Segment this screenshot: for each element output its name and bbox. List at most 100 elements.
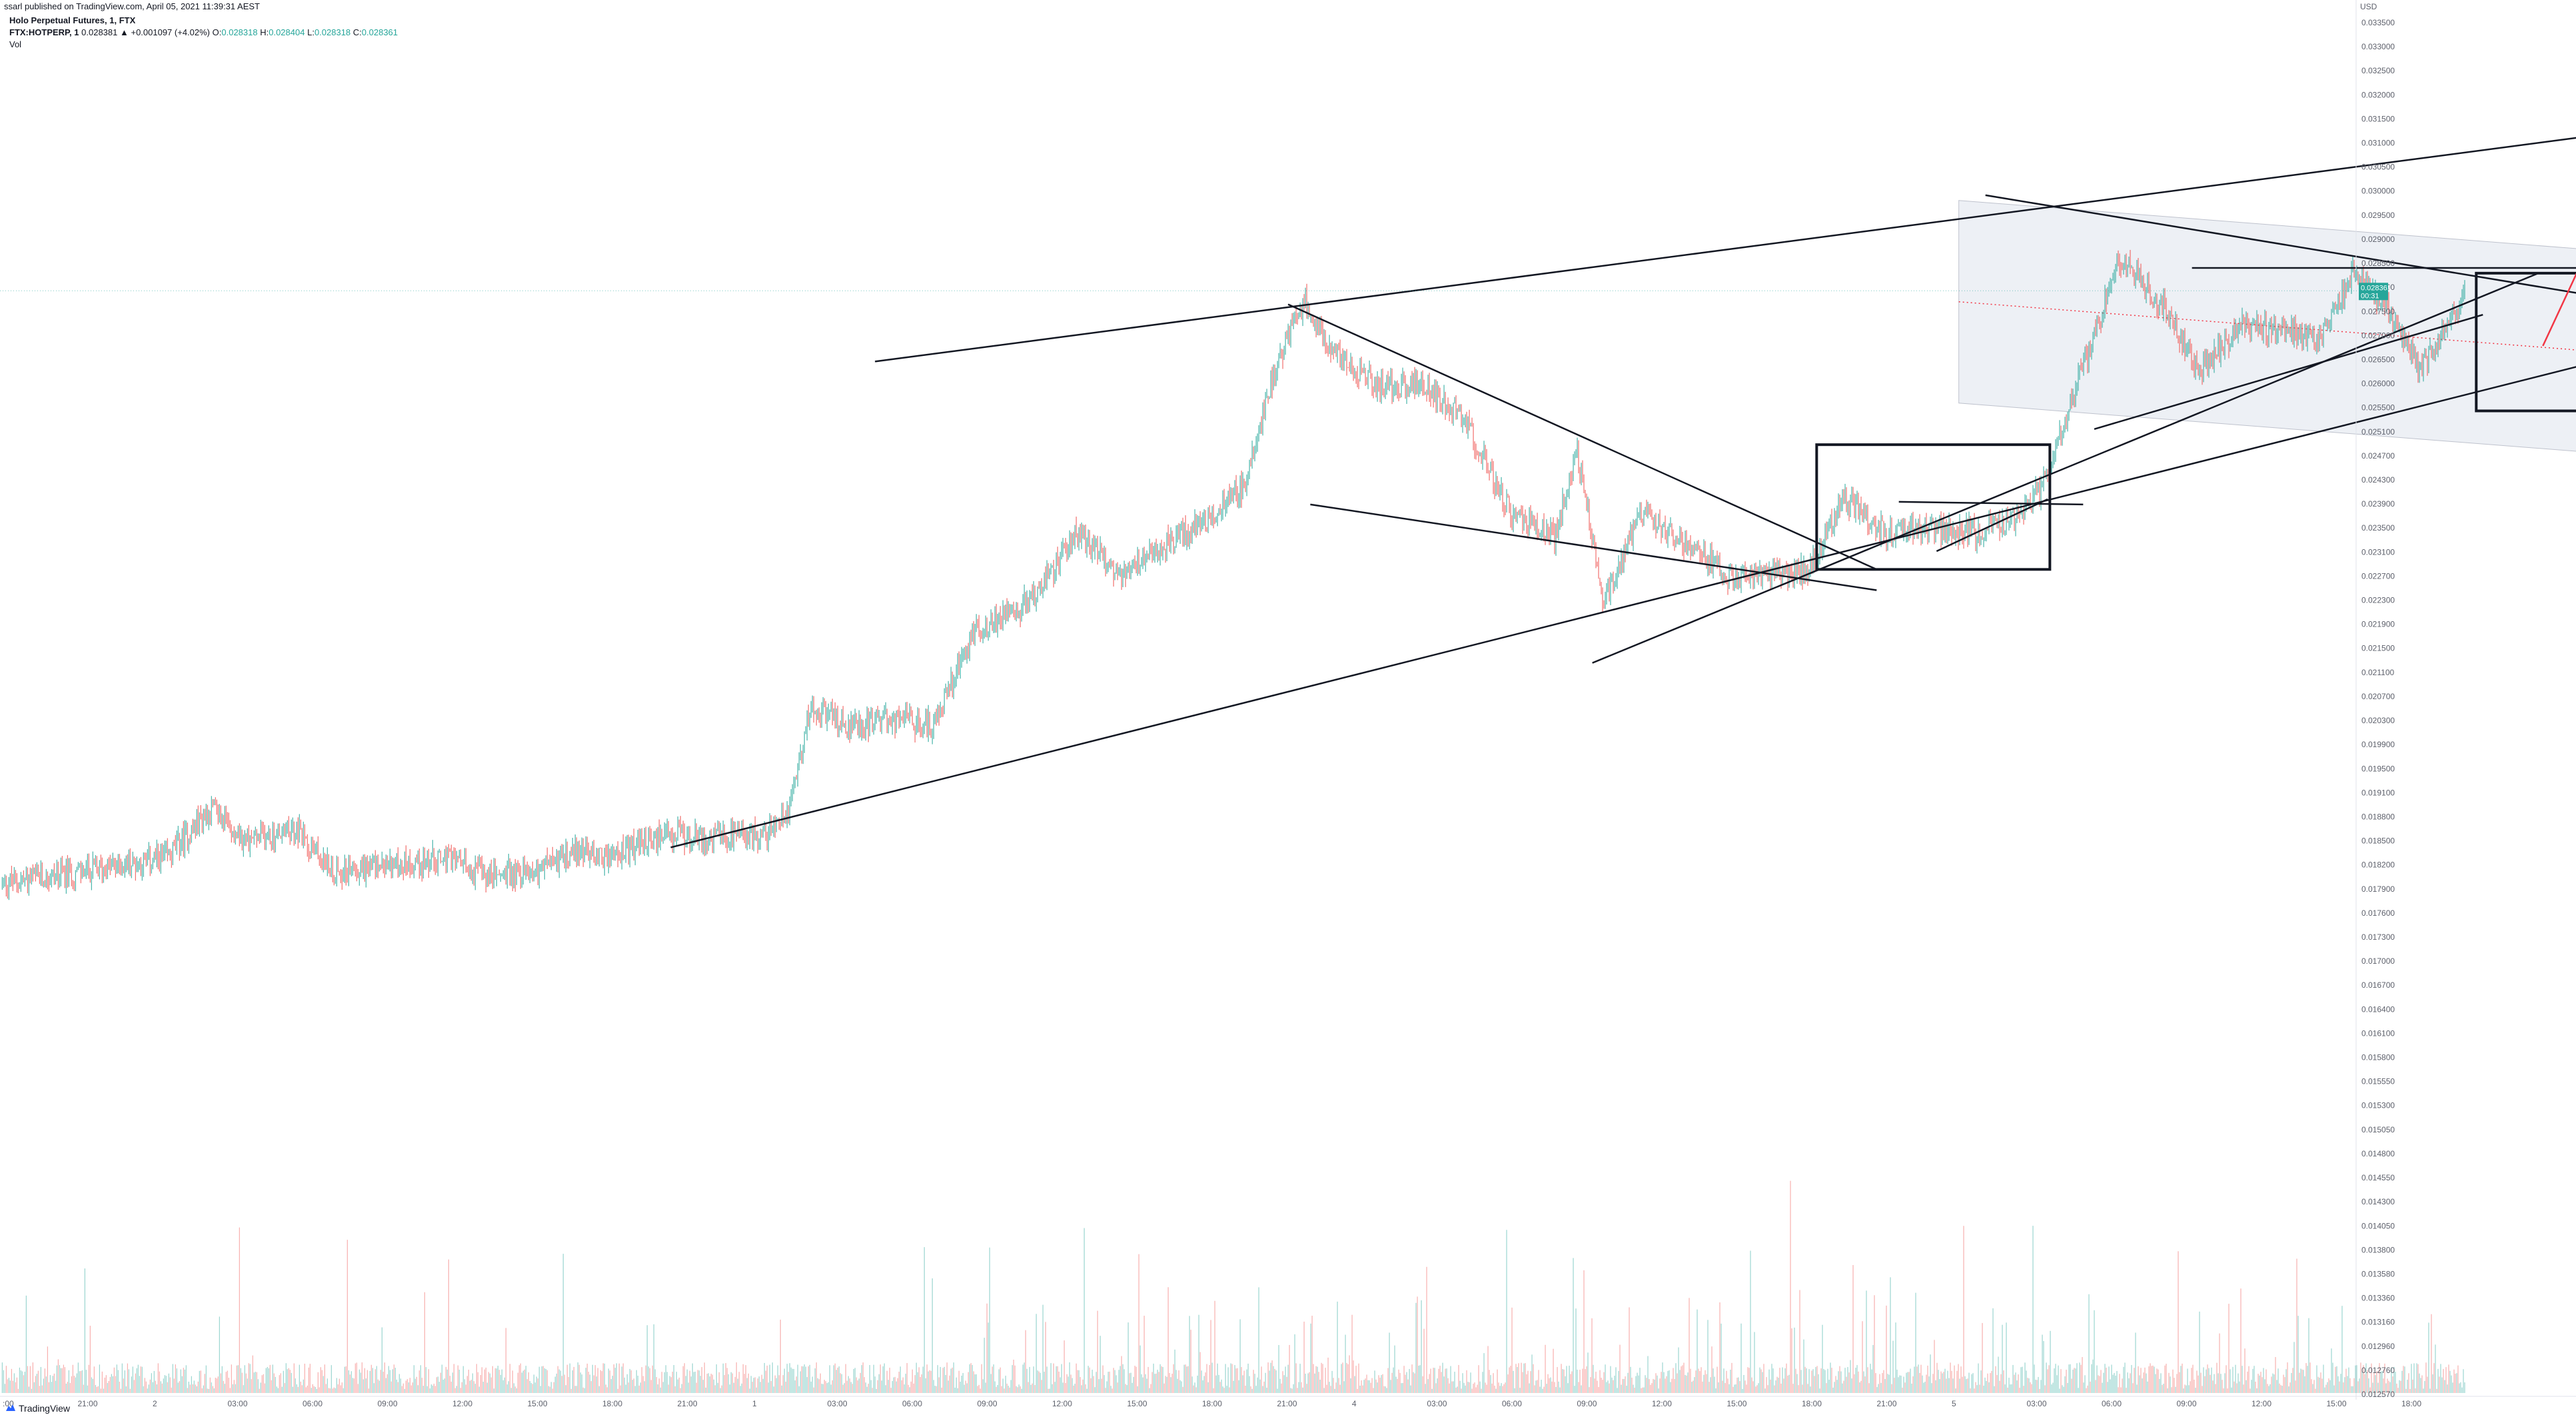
price-tick-label: 0.023900 bbox=[2361, 499, 2395, 509]
price-tick-label: 0.027000 bbox=[2361, 331, 2395, 340]
price-tick-label: 0.029000 bbox=[2361, 235, 2395, 244]
price-tick-label: 0.019500 bbox=[2361, 764, 2395, 773]
price-tick-label: 0.022700 bbox=[2361, 571, 2395, 581]
chart-legend: Holo Perpetual Futures, 1, FTX FTX:HOTPE… bbox=[9, 15, 398, 51]
price-tick-label: 0.013360 bbox=[2361, 1294, 2395, 1303]
time-tick-label: 15:00 bbox=[1727, 1399, 1747, 1408]
price-tick-label: 0.014800 bbox=[2361, 1149, 2395, 1158]
price-tick-label: 0.018500 bbox=[2361, 836, 2395, 846]
price-tick-label: 0.012570 bbox=[2361, 1390, 2395, 1399]
high-label: H: bbox=[260, 27, 269, 37]
open-value: 0.028318 bbox=[221, 27, 258, 37]
price-tick-label: 0.015800 bbox=[2361, 1053, 2395, 1062]
channel-fill bbox=[1958, 200, 2576, 452]
price-tick-label: 0.015050 bbox=[2361, 1125, 2395, 1134]
channel-layer bbox=[1958, 200, 2576, 452]
publisher-line: ssarl published on TradingView.com, Apri… bbox=[4, 1, 260, 11]
price-tick-label: 0.016400 bbox=[2361, 1004, 2395, 1014]
time-tick-label: :00 bbox=[3, 1399, 14, 1408]
price-tick-label: 0.023500 bbox=[2361, 523, 2395, 533]
volume-label: Vol bbox=[9, 39, 22, 49]
time-tick-label: 06:00 bbox=[902, 1399, 922, 1408]
last-price: 0.028381 bbox=[81, 27, 118, 37]
candle-layer bbox=[1, 249, 2465, 900]
price-tick-label: 0.021100 bbox=[2361, 668, 2394, 677]
time-tick-label: 18:00 bbox=[1802, 1399, 1822, 1408]
price-tick-label: 0.012760 bbox=[2361, 1366, 2395, 1375]
trend-line bbox=[1287, 303, 1877, 571]
price-tick-label: 0.026500 bbox=[2361, 355, 2395, 364]
price-tick-label: 0.025100 bbox=[2361, 427, 2395, 437]
last-price-tag-value: 0.028361 bbox=[2361, 284, 2391, 292]
time-tick-label: 18:00 bbox=[2401, 1399, 2421, 1408]
price-tick-label: 0.014550 bbox=[2361, 1173, 2395, 1182]
price-tick-label: 0.018200 bbox=[2361, 860, 2395, 870]
time-tick-label: 15:00 bbox=[2327, 1399, 2347, 1408]
channel-median-line bbox=[1958, 301, 2576, 351]
price-tick-label: 0.015300 bbox=[2361, 1101, 2395, 1110]
trend-line bbox=[2094, 314, 2483, 430]
time-tick-label: 09:00 bbox=[1577, 1399, 1597, 1408]
symbol-label[interactable]: FTX:HOTPERP, 1 bbox=[9, 27, 79, 37]
price-tick-label: 0.029500 bbox=[2361, 211, 2395, 220]
trend-line bbox=[1936, 498, 2048, 553]
currency-label: USD bbox=[2360, 2, 2377, 11]
price-tick-label: 0.026000 bbox=[2361, 379, 2395, 389]
time-tick-label: 03:00 bbox=[228, 1399, 248, 1408]
tradingview-icon bbox=[5, 1403, 16, 1414]
price-tick-label: 0.017000 bbox=[2361, 956, 2395, 966]
time-tick-label: 5 bbox=[1952, 1399, 1956, 1408]
price-tick-label: 0.020300 bbox=[2361, 716, 2395, 725]
low-value: 0.028318 bbox=[314, 27, 351, 37]
price-tick-label: 0.013160 bbox=[2361, 1318, 2395, 1327]
price-tick-label: 0.027500 bbox=[2361, 307, 2395, 316]
high-value: 0.028404 bbox=[269, 27, 305, 37]
price-tick-label: 0.032500 bbox=[2361, 66, 2395, 75]
time-tick-label: 12:00 bbox=[2252, 1399, 2271, 1408]
close-label: C: bbox=[352, 27, 362, 37]
time-tick-label: 12:00 bbox=[1052, 1399, 1072, 1408]
time-tick-label: 06:00 bbox=[2102, 1399, 2122, 1408]
drawing-layer[interactable] bbox=[670, 76, 2576, 848]
range-box bbox=[1815, 443, 2052, 571]
instrument-title: Holo Perpetual Futures, 1, FTX bbox=[9, 15, 136, 25]
time-tick-label: 06:00 bbox=[303, 1399, 322, 1408]
volume-layer bbox=[1, 1180, 2465, 1393]
trend-line bbox=[1898, 501, 2084, 506]
time-tick-label: 09:00 bbox=[378, 1399, 398, 1408]
price-tick-label: 0.013800 bbox=[2361, 1245, 2395, 1254]
time-tick-label: 15:00 bbox=[1127, 1399, 1147, 1408]
price-tick-label: 0.015550 bbox=[2361, 1077, 2395, 1086]
time-tick-label: 03:00 bbox=[1427, 1399, 1447, 1408]
time-tick-label: 06:00 bbox=[1502, 1399, 1522, 1408]
price-tick-label: 0.031500 bbox=[2361, 114, 2395, 123]
price-tick-label: 0.016700 bbox=[2361, 980, 2395, 990]
ohlc-row: FTX:HOTPERP, 1 0.028381 ▲ +0.001097 (+4.… bbox=[9, 27, 398, 39]
brand[interactable]: TradingView bbox=[5, 1403, 70, 1414]
price-tick-label: 0.030000 bbox=[2361, 187, 2395, 196]
time-tick-label: 21:00 bbox=[1277, 1399, 1297, 1408]
price-tick-label: 0.014050 bbox=[2361, 1221, 2395, 1230]
price-tick-label: 0.019100 bbox=[2361, 788, 2395, 797]
price-tick-label: 0.023100 bbox=[2361, 547, 2395, 557]
price-tick-label: 0.032000 bbox=[2361, 90, 2395, 99]
time-tick-label: 18:00 bbox=[1202, 1399, 1222, 1408]
price-tick-label: 0.016100 bbox=[2361, 1028, 2395, 1038]
open-label: O: bbox=[212, 27, 222, 37]
price-tick-label: 0.014300 bbox=[2361, 1197, 2395, 1206]
trend-line bbox=[1985, 194, 2576, 294]
low-label: L: bbox=[307, 27, 315, 37]
time-tick-label: 4 bbox=[1352, 1399, 1357, 1408]
time-tick-label: 09:00 bbox=[977, 1399, 997, 1408]
time-tick-label: 1 bbox=[752, 1399, 757, 1408]
time-tick-label: 03:00 bbox=[828, 1399, 848, 1408]
price-tick-label: 0.012960 bbox=[2361, 1342, 2395, 1351]
price-tick-label: 0.033500 bbox=[2361, 18, 2395, 27]
trend-line bbox=[1592, 272, 2539, 664]
time-tick-label: 15:00 bbox=[528, 1399, 548, 1408]
trend-line bbox=[670, 366, 2576, 848]
time-tick-label: 03:00 bbox=[2027, 1399, 2047, 1408]
price-tick-label: 0.025500 bbox=[2361, 403, 2395, 413]
